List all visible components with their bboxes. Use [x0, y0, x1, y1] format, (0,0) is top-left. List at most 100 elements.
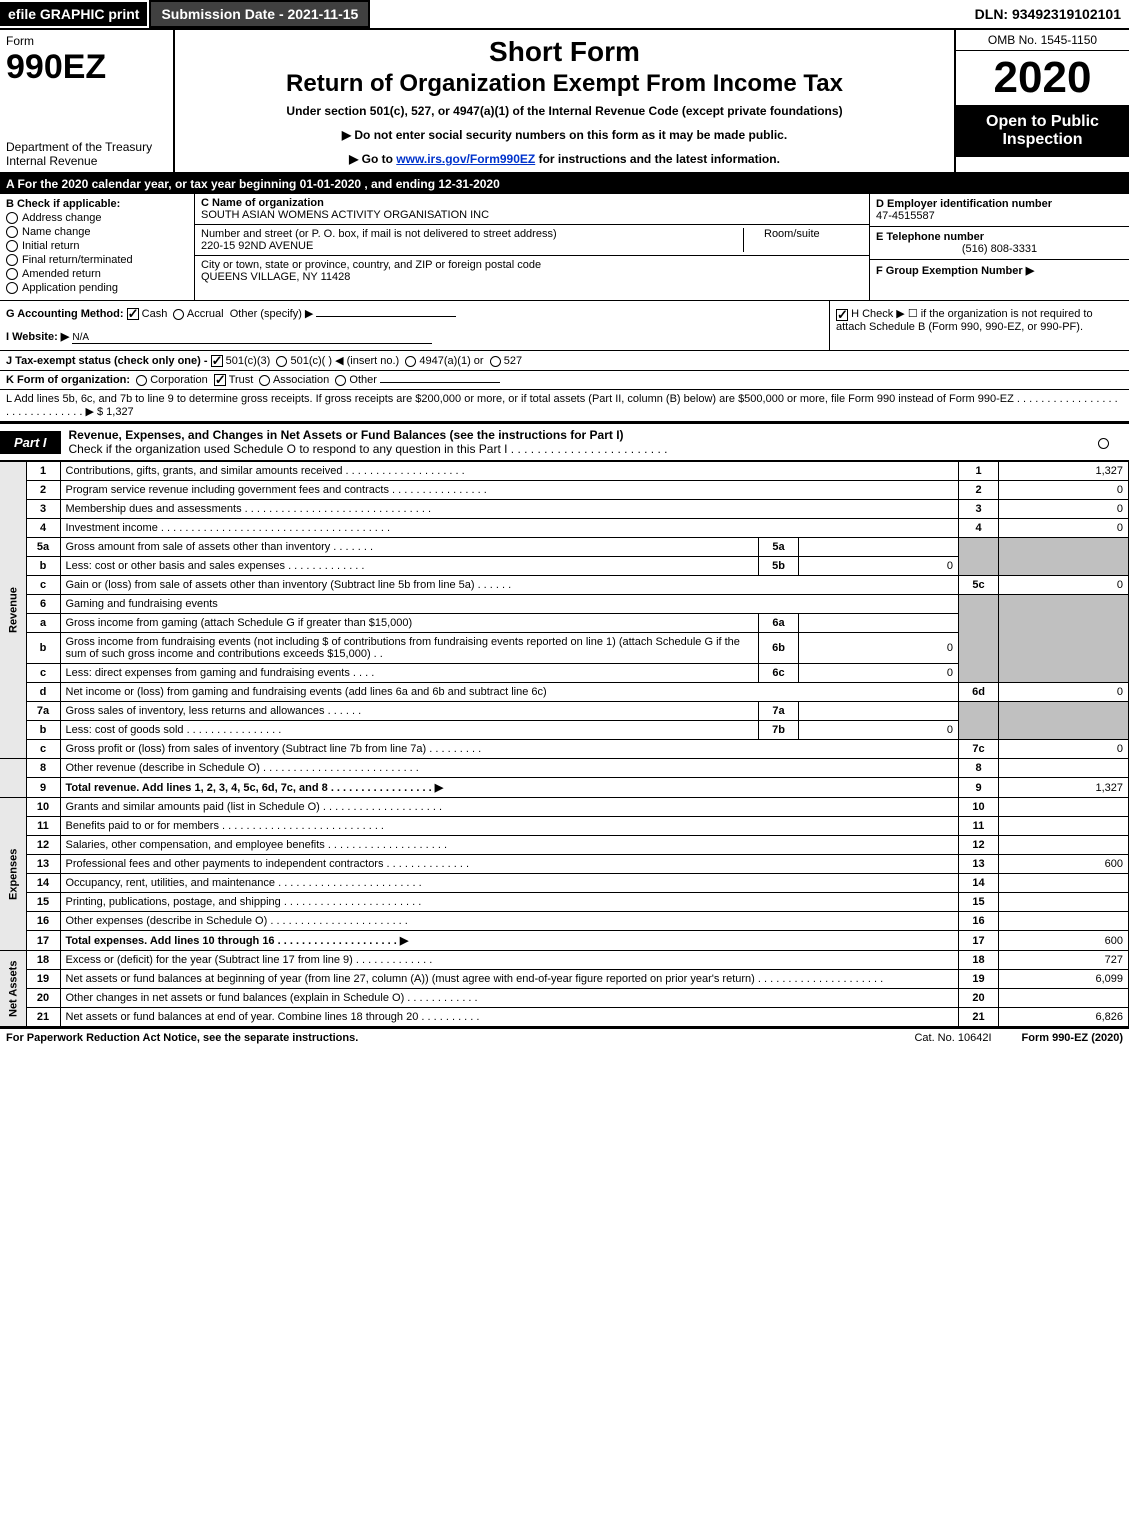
table-row: 20 Other changes in net assets or fund b…: [0, 989, 1129, 1008]
line-desc: Total expenses. Add lines 10 through 16 …: [60, 931, 959, 951]
line-num: b: [26, 557, 60, 576]
line-desc: Less: cost or other basis and sales expe…: [60, 557, 759, 576]
org-address-row: Number and street (or P. O. box, if mail…: [195, 225, 869, 256]
shaded-cell: [999, 595, 1129, 683]
subline-label: 6c: [759, 664, 799, 683]
form-word: Form: [6, 34, 167, 48]
check-pending[interactable]: Application pending: [6, 282, 188, 294]
dept-treasury: Department of the Treasury: [6, 140, 167, 154]
section-j-label: J Tax-exempt status (check only one) -: [6, 355, 208, 367]
department: Department of the Treasury Internal Reve…: [6, 140, 167, 168]
netassets-sidebar: Net Assets: [0, 951, 26, 1027]
opt-assoc: Association: [273, 374, 329, 386]
radio-other-org[interactable]: [335, 375, 346, 386]
line-desc: Gain or (loss) from sale of assets other…: [60, 576, 959, 595]
check-initial-return[interactable]: Initial return: [6, 240, 188, 252]
table-row: Revenue 1 Contributions, gifts, grants, …: [0, 462, 1129, 481]
line-col: 15: [959, 893, 999, 912]
line-amount: 6,826: [999, 1008, 1129, 1027]
line-amount: 1,327: [999, 462, 1129, 481]
line-col: 19: [959, 970, 999, 989]
line-amount: 1,327: [999, 778, 1129, 798]
table-row: 21 Net assets or fund balances at end of…: [0, 1008, 1129, 1027]
checkbox-cash[interactable]: [127, 308, 139, 320]
table-row: 7a Gross sales of inventory, less return…: [0, 702, 1129, 721]
footer-form: Form 990-EZ (2020): [1022, 1032, 1123, 1044]
table-row: 14 Occupancy, rent, utilities, and maint…: [0, 874, 1129, 893]
phone-label: E Telephone number: [876, 231, 1123, 243]
dept-irs: Internal Revenue: [6, 154, 167, 168]
line-col: 6d: [959, 683, 999, 702]
ein-value: 47-4515587: [876, 210, 1123, 222]
line-amount: 0: [999, 519, 1129, 538]
header-left: Form 990EZ Department of the Treasury In…: [0, 30, 175, 172]
line-num: b: [26, 721, 60, 740]
line-amount: [999, 759, 1129, 778]
radio-corp[interactable]: [136, 375, 147, 386]
opt-527: 527: [504, 355, 522, 367]
website-value: N/A: [72, 332, 432, 344]
financial-table: Revenue 1 Contributions, gifts, grants, …: [0, 461, 1129, 1027]
line-desc: Membership dues and assessments . . . . …: [60, 500, 959, 519]
line-desc: Gaming and fundraising events: [60, 595, 959, 614]
subline-label: 6a: [759, 614, 799, 633]
line-desc: Benefits paid to or for members . . . . …: [60, 817, 959, 836]
subline-value: 0: [799, 557, 959, 576]
table-row: 17 Total expenses. Add lines 10 through …: [0, 931, 1129, 951]
line-desc: Salaries, other compensation, and employ…: [60, 836, 959, 855]
efile-print-button[interactable]: efile GRAPHIC print: [0, 2, 147, 26]
org-name-row: C Name of organization SOUTH ASIAN WOMEN…: [195, 194, 869, 225]
section-def: D Employer identification number 47-4515…: [869, 194, 1129, 300]
line-num: c: [26, 664, 60, 683]
line-col: 10: [959, 798, 999, 817]
check-final-return[interactable]: Final return/terminated: [6, 254, 188, 266]
radio-schedule-o[interactable]: [1098, 438, 1109, 449]
table-row: Net Assets 18 Excess or (deficit) for th…: [0, 951, 1129, 970]
website-label: I Website: ▶: [6, 331, 69, 343]
subline-label: 7b: [759, 721, 799, 740]
section-l: L Add lines 5b, 6c, and 7b to line 9 to …: [0, 390, 1129, 422]
line-num: 6: [26, 595, 60, 614]
check-name-change[interactable]: Name change: [6, 226, 188, 238]
line-col: 1: [959, 462, 999, 481]
table-row: c Gain or (loss) from sale of assets oth…: [0, 576, 1129, 595]
section-h: H Check ▶ ☐ if the organization is not r…: [829, 301, 1129, 350]
other-org-input[interactable]: [380, 382, 500, 383]
radio-assoc[interactable]: [259, 375, 270, 386]
other-input[interactable]: [316, 316, 456, 317]
circle-icon: [6, 282, 18, 294]
tax-year: 2020: [956, 51, 1129, 105]
line-num: 2: [26, 481, 60, 500]
shaded-cell: [999, 702, 1129, 740]
line-num: 15: [26, 893, 60, 912]
table-row: 11 Benefits paid to or for members . . .…: [0, 817, 1129, 836]
radio-501c[interactable]: [276, 356, 287, 367]
circle-icon: [6, 226, 18, 238]
table-row: Expenses 10 Grants and similar amounts p…: [0, 798, 1129, 817]
radio-527[interactable]: [490, 356, 501, 367]
checkbox-501c3[interactable]: [211, 355, 223, 367]
radio-accrual[interactable]: [173, 309, 184, 320]
line-col: 17: [959, 931, 999, 951]
line-num: 19: [26, 970, 60, 989]
checkbox-trust[interactable]: [214, 374, 226, 386]
table-row: c Gross profit or (loss) from sales of i…: [0, 740, 1129, 759]
check-amended[interactable]: Amended return: [6, 268, 188, 280]
checkbox-schedule-b[interactable]: [836, 309, 848, 321]
radio-4947[interactable]: [405, 356, 416, 367]
opt-4947: 4947(a)(1) or: [419, 355, 483, 367]
check-label: Initial return: [22, 240, 79, 252]
subline-value: 0: [799, 721, 959, 740]
check-address-change[interactable]: Address change: [6, 212, 188, 224]
table-row: 8 Other revenue (describe in Schedule O)…: [0, 759, 1129, 778]
part-i-title-text: Revenue, Expenses, and Changes in Net As…: [69, 428, 624, 442]
line-amount: 0: [999, 740, 1129, 759]
table-row: 13 Professional fees and other payments …: [0, 855, 1129, 874]
irs-link[interactable]: www.irs.gov/Form990EZ: [396, 152, 535, 166]
opt-501c3: 501(c)(3): [226, 355, 271, 367]
line-num: 10: [26, 798, 60, 817]
opt-501c: 501(c)( ) ◀ (insert no.): [290, 355, 399, 367]
line-num: 4: [26, 519, 60, 538]
section-e: E Telephone number (516) 808-3331: [870, 227, 1129, 260]
note-goto-post: for instructions and the latest informat…: [535, 152, 780, 166]
